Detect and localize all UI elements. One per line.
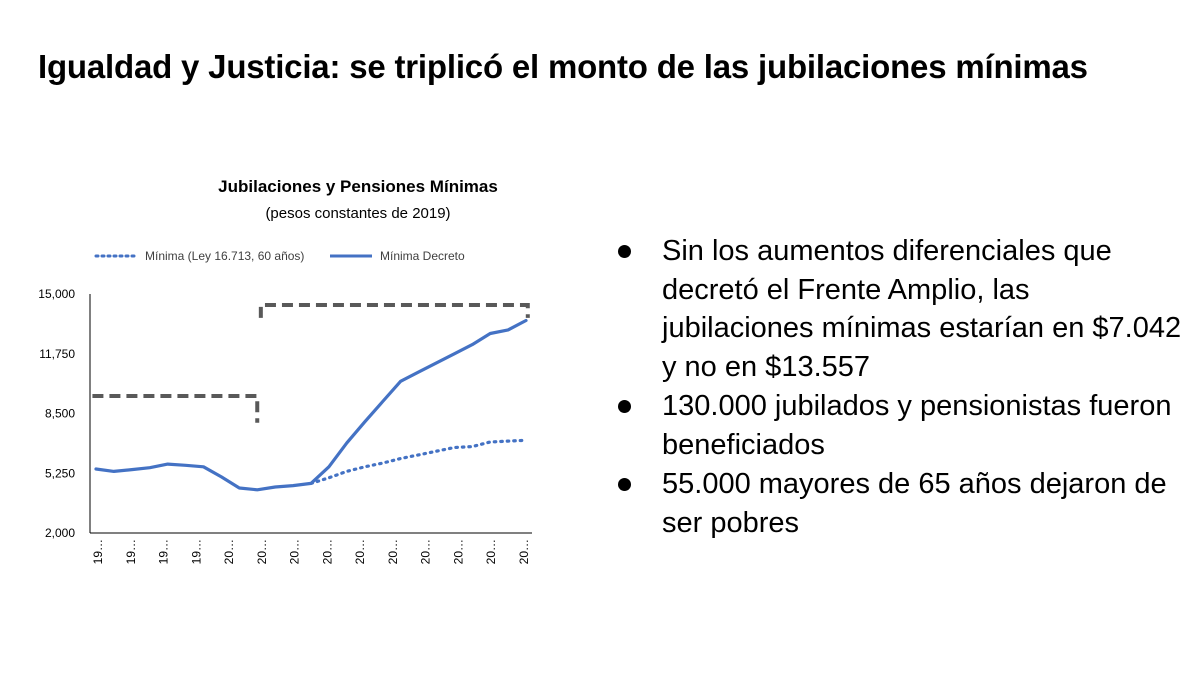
x-tick-labels: 19… 19… 19… 19… 20… 20… 20… 20… 20… 20… 20… 20… 20… 2… (91, 539, 531, 564)
annotation-bracket (92, 394, 260, 423)
x-tick-label: 20… (419, 539, 433, 564)
series-line-minima-ley (309, 438, 528, 485)
bullet-item: Sin los aumentos diferenciales que decre… (616, 232, 1186, 386)
x-tick-label: 20… (386, 539, 400, 564)
y-tick-label: 15,000 (38, 287, 75, 301)
chart-legend: Mínima (Ley 16.713, 60 años) Mínima Decr… (94, 249, 465, 263)
chart-annotations (92, 303, 530, 423)
x-tick-label: 20… (255, 539, 269, 564)
slide-title: Igualdad y Justicia: se triplicó el mont… (38, 48, 1088, 85)
series-line-minima-decreto (94, 318, 528, 492)
x-tick-label: 19… (157, 539, 171, 564)
x-tick-label: 20… (222, 539, 236, 564)
bullet-dot (618, 400, 631, 413)
legend-label-minima-ley: Mínima (Ley 16.713, 60 años) (145, 249, 304, 263)
x-tick-label: 20… (288, 539, 302, 564)
y-tick-label: 8,500 (45, 407, 75, 421)
chart-series (94, 318, 528, 492)
bullet-item: 130.000 jubilados y pensionistas fueron … (616, 387, 1186, 464)
legend-label-minima-decreto: Mínima Decreto (380, 249, 465, 263)
line-chart: Jubilaciones y Pensiones Mínimas (pesos … (38, 177, 532, 564)
bullet-list: Sin los aumentos diferenciales que decre… (616, 232, 1186, 543)
x-tick-label: 20… (517, 539, 531, 564)
y-tick-label: 5,250 (45, 466, 75, 480)
bullet-text: 130.000 jubilados y pensionistas fueron … (662, 390, 1172, 461)
bullet-text: Sin los aumentos diferenciales que decre… (662, 235, 1182, 383)
y-tick-label: 2,000 (45, 526, 75, 540)
bullet-dot (618, 245, 631, 258)
bullet-item: 55.000 mayores de 65 años dejaron de ser… (616, 465, 1186, 542)
x-tick-label: 19… (91, 539, 105, 564)
x-tick-label: 20… (320, 539, 334, 564)
chart-subtitle: (pesos constantes de 2019) (265, 205, 450, 222)
bullet-text: 55.000 mayores de 65 años dejaron de ser… (662, 468, 1167, 539)
x-tick-label: 20… (451, 539, 465, 564)
y-tick-label: 11,750 (39, 347, 75, 361)
y-tick-labels: 15,000 11,750 8,500 5,250 2,000 (38, 287, 75, 540)
annotation-bracket (258, 303, 530, 318)
chart-title: Jubilaciones y Pensiones Mínimas (218, 177, 498, 196)
x-tick-label: 19… (189, 539, 203, 564)
x-tick-label: 20… (484, 539, 498, 564)
bullet-dot (618, 478, 631, 491)
x-tick-label: 19… (124, 539, 138, 564)
chart-axes (89, 294, 532, 534)
x-tick-label: 20… (353, 539, 367, 564)
